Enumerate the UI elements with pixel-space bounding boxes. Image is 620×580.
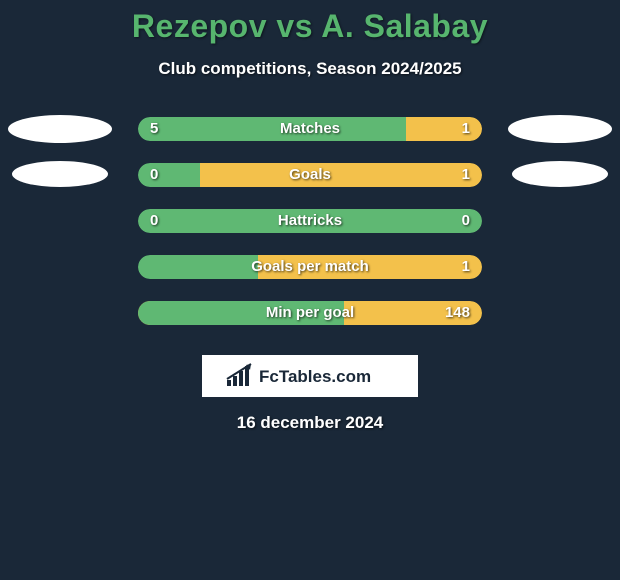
stat-value-left: 0 bbox=[150, 166, 158, 183]
stat-row: Matches5 1 bbox=[0, 117, 620, 163]
branding-badge: FcTables.com bbox=[202, 355, 418, 397]
stat-value-right: 148 bbox=[445, 304, 470, 321]
comparison-chart: Matches51Goals01Hattricks00Goals per mat… bbox=[0, 117, 620, 347]
stat-value-right: 1 bbox=[462, 120, 470, 137]
stat-label: Min per goal bbox=[138, 304, 482, 321]
branding-text: FcTables.com bbox=[259, 367, 371, 386]
stat-label: Matches bbox=[138, 120, 482, 137]
stat-value-right: 0 bbox=[462, 212, 470, 229]
stat-value-right: 1 bbox=[462, 166, 470, 183]
stat-row: Goals per match1 bbox=[0, 255, 620, 301]
stat-value-left: 0 bbox=[150, 212, 158, 229]
stat-value-left: 5 bbox=[150, 120, 158, 137]
page-subtitle: Club competitions, Season 2024/2025 bbox=[0, 59, 620, 79]
chart-date: 16 december 2024 bbox=[0, 413, 620, 433]
stat-row: Hattricks0 0 bbox=[0, 209, 620, 255]
stat-row: Goals0 1 bbox=[0, 163, 620, 209]
fctables-logo-icon: FcTables.com bbox=[225, 362, 395, 390]
stat-label: Hattricks bbox=[138, 212, 482, 229]
page-title: Rezepov vs A. Salabay bbox=[0, 0, 620, 45]
stat-value-right: 1 bbox=[462, 258, 470, 275]
stat-label: Goals bbox=[138, 166, 482, 183]
stat-label: Goals per match bbox=[138, 258, 482, 275]
stat-row: Min per goal148 bbox=[0, 301, 620, 347]
